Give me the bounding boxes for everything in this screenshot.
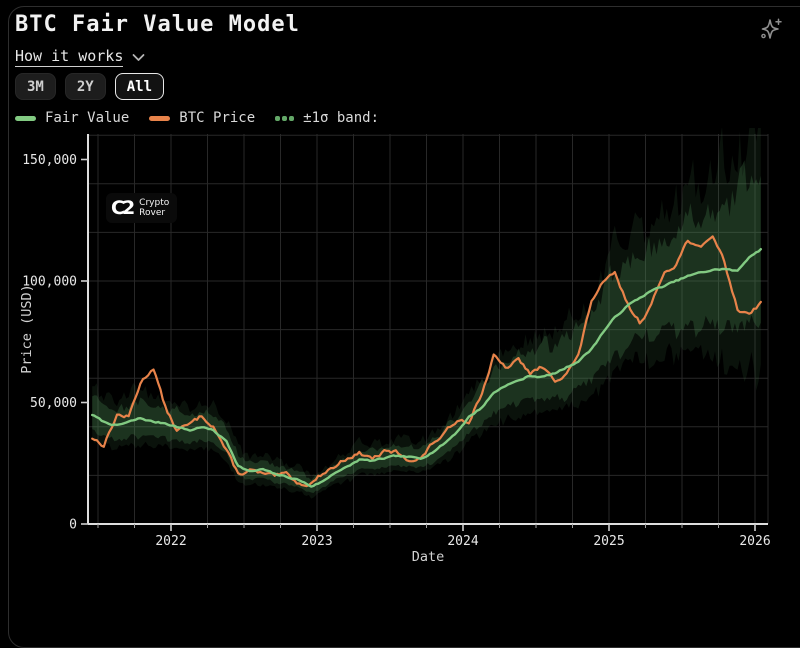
watermark-line2: Rover bbox=[139, 208, 166, 218]
svg-text:2023: 2023 bbox=[301, 534, 332, 549]
chevron-down-icon bbox=[132, 53, 145, 61]
chart-canvas[interactable]: 0 50,000 100,000 150,000 2022 2023 2024 2025 202… bbox=[0, 0, 800, 575]
svg-text:2026: 2026 bbox=[739, 534, 770, 549]
fair-value-line-marker bbox=[15, 115, 36, 121]
crypto-rover-logo-icon: C2 bbox=[111, 197, 135, 219]
svg-text:2022: 2022 bbox=[155, 534, 186, 549]
svg-text:150,000: 150,000 bbox=[22, 153, 77, 168]
btc-price-line-marker bbox=[149, 115, 171, 121]
range-button-all[interactable]: All bbox=[114, 73, 165, 100]
sigma-band-dots-marker bbox=[275, 115, 295, 121]
sparkles-icon[interactable] bbox=[758, 16, 784, 42]
legend-item-btc-price[interactable]: BTC Price bbox=[149, 110, 255, 126]
svg-text:2024: 2024 bbox=[447, 534, 478, 549]
legend-item-fair-value[interactable]: Fair Value bbox=[15, 110, 129, 126]
legend-label: BTC Price bbox=[179, 110, 256, 126]
how-it-works-label: How it works bbox=[15, 47, 124, 67]
range-selector: 3M 2Y All bbox=[15, 73, 165, 100]
svg-text:50,000: 50,000 bbox=[30, 396, 77, 411]
chart-legend: Fair Value BTC Price ±1σ band: bbox=[15, 110, 379, 126]
svg-text:Date: Date bbox=[412, 549, 445, 565]
legend-label: ±1σ band: bbox=[303, 110, 380, 126]
page-title: BTC Fair Value Model bbox=[15, 12, 300, 37]
svg-text:100,000: 100,000 bbox=[22, 275, 77, 290]
legend-label: Fair Value bbox=[45, 110, 130, 126]
how-it-works-link[interactable]: How it works bbox=[15, 47, 145, 67]
legend-item-sigma-band[interactable]: ±1σ band: bbox=[275, 110, 379, 126]
svg-text:2025: 2025 bbox=[593, 534, 624, 549]
range-button-3m[interactable]: 3M bbox=[15, 73, 56, 100]
svg-text:0: 0 bbox=[69, 518, 77, 533]
range-button-2y[interactable]: 2Y bbox=[64, 73, 106, 100]
watermark-crypto-rover: C2 Crypto Rover bbox=[106, 193, 178, 223]
watermark-line1: Crypto bbox=[139, 197, 170, 208]
svg-text:Price (USD): Price (USD) bbox=[19, 284, 35, 373]
